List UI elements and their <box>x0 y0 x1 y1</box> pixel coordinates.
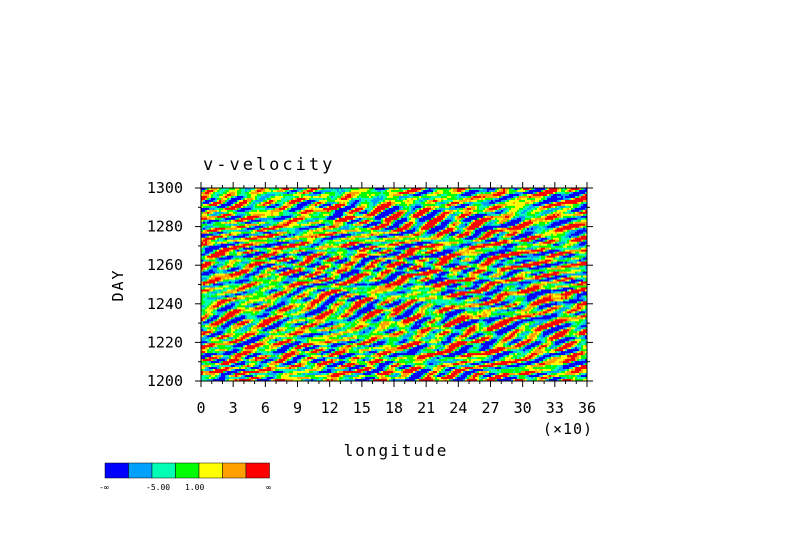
chart-title: v-velocity <box>203 155 335 175</box>
heatmap-field <box>201 188 587 381</box>
